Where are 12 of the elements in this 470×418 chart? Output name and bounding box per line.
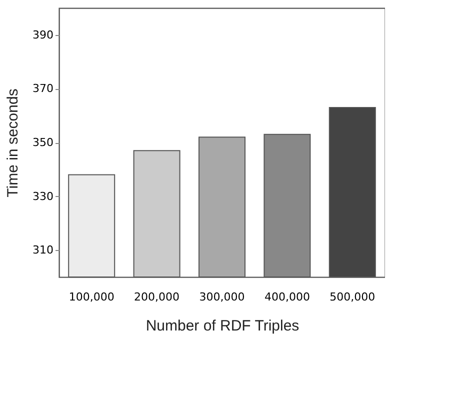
x-tick-label: 200,000 xyxy=(134,290,180,304)
y-tick-label: 350 xyxy=(32,136,54,149)
x-tick-label: 400,000 xyxy=(264,290,310,304)
x-axis-title: Number of RDF Triples xyxy=(146,318,300,334)
y-tick-label: 370 xyxy=(32,82,54,96)
y-tick-label: 330 xyxy=(32,190,54,203)
y-tick-label: 390 xyxy=(32,28,54,42)
x-tick-label: 300,000 xyxy=(199,290,245,304)
x-tick-label: 100,000 xyxy=(68,290,114,304)
y-tick-label: 310 xyxy=(32,244,54,257)
y-axis-title: Time in seconds xyxy=(4,88,22,198)
x-tick-label: 500,000 xyxy=(330,290,376,304)
